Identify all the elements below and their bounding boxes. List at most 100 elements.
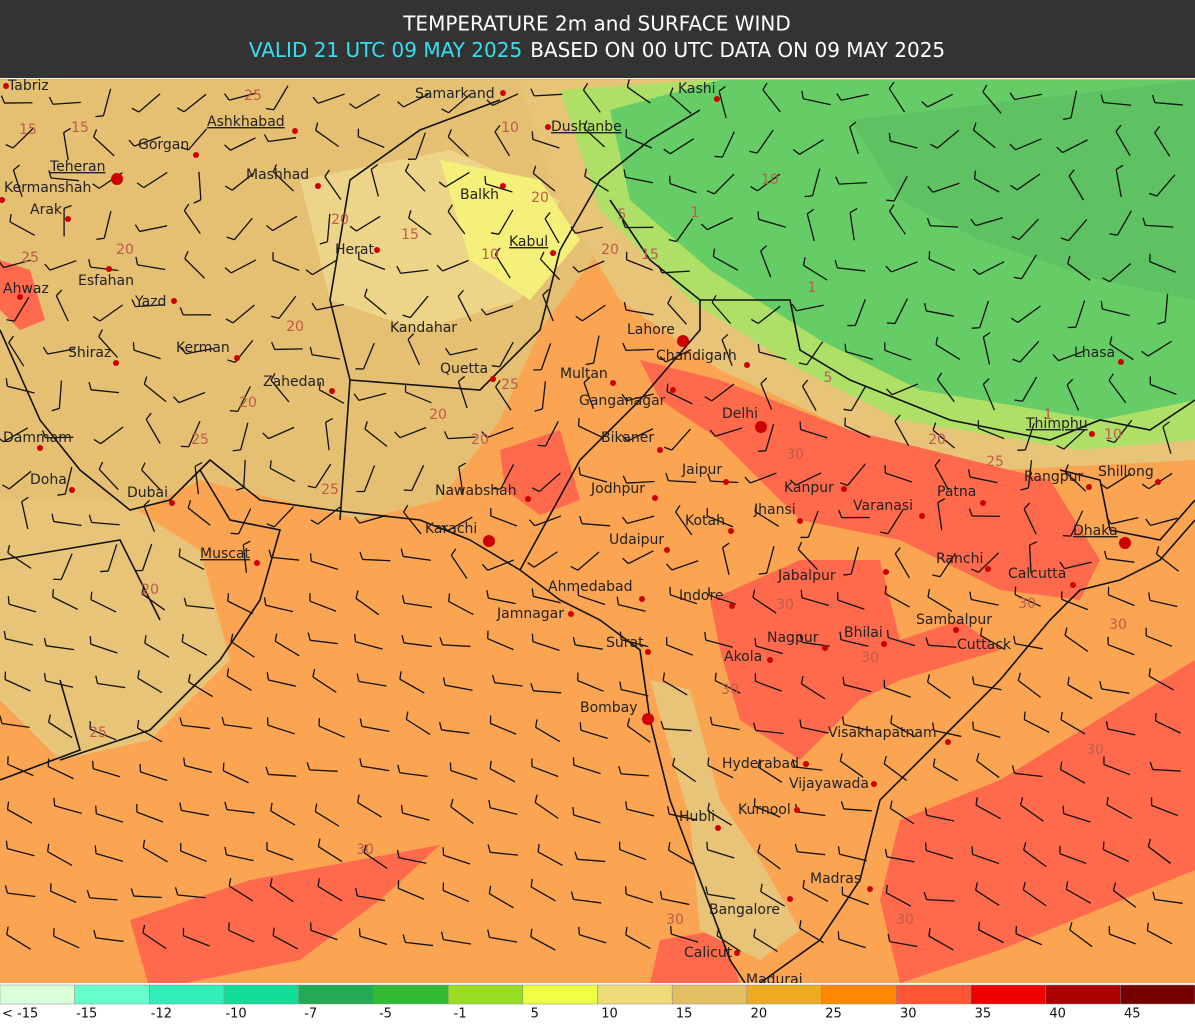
wind-barb [627, 428, 654, 442]
wind-barb [13, 296, 30, 322]
wind-barb [357, 801, 382, 818]
wind-barb [707, 849, 735, 859]
city-dot [871, 781, 877, 787]
wind-barb-tick [180, 146, 189, 151]
wind-barb [578, 425, 605, 439]
wind-barb-tick [802, 379, 809, 387]
city-dot [728, 528, 734, 534]
wind-barb-tick [749, 150, 758, 154]
wind-barb-tick [800, 589, 803, 598]
legend-label: 40 [1049, 1007, 1066, 1022]
wind-barb-tick [838, 509, 843, 518]
wind-barb-tick [1100, 300, 1103, 310]
wind-barb [936, 129, 960, 149]
wind-barb [706, 217, 733, 231]
wind-barb-tick [354, 516, 361, 524]
wind-barb [361, 765, 390, 772]
city-dot [664, 547, 670, 553]
wind-barb [1068, 219, 1088, 242]
wind-barb-tick [1155, 546, 1160, 555]
wind-barb-tick [753, 722, 757, 731]
wind-barb [450, 554, 468, 579]
city-dot [500, 90, 506, 96]
wind-barb-tick [242, 540, 251, 546]
wind-barb [143, 505, 156, 532]
wind-barb-tick [1112, 882, 1117, 891]
legend-swatch [447, 984, 524, 1005]
city-dot [65, 216, 71, 222]
wind-barb [626, 259, 653, 271]
wind-barb [447, 516, 473, 532]
wind-barb [449, 348, 478, 356]
wind-barb-tick [447, 129, 452, 138]
wind-barb-tick [1011, 765, 1016, 774]
wind-barb [841, 93, 869, 101]
wind-barb [581, 523, 610, 527]
wind-barb-tick [757, 759, 761, 768]
city-label: Calcutta [1008, 566, 1066, 582]
wind-barb [317, 845, 343, 863]
legend-label: -15 [76, 1007, 97, 1022]
wind-barb [533, 551, 558, 568]
wind-barb-tick [886, 199, 895, 202]
wind-barb [8, 342, 25, 367]
wind-barb [230, 641, 255, 658]
wind-barb [1059, 853, 1087, 865]
contour-label: 5 [618, 207, 627, 223]
temp-zone [0, 500, 230, 760]
wind-barb [182, 724, 211, 730]
wind-barb [890, 140, 918, 149]
wind-barb [357, 895, 386, 902]
wind-barb-tick [705, 886, 709, 895]
wind-barb [663, 728, 692, 732]
city-dot [545, 124, 551, 130]
wind-barb [625, 934, 651, 950]
wind-barb-tick [798, 920, 802, 929]
wind-barb-tick [440, 931, 444, 940]
wind-barb [358, 680, 387, 687]
city-dot [734, 950, 740, 956]
wind-barb-tick [1100, 483, 1108, 490]
wind-barb [309, 769, 338, 772]
wind-barb [847, 463, 867, 486]
wind-barb-tick [324, 169, 330, 177]
wind-barb-tick [271, 341, 276, 350]
wind-barb-tick [193, 199, 202, 204]
wind-barb-tick [621, 516, 628, 524]
city-dot [639, 596, 645, 602]
wind-barb [398, 887, 425, 900]
wind-barb-tick [1103, 550, 1108, 559]
wind-barb-tick [458, 462, 467, 468]
wind-barb [309, 600, 337, 612]
wind-barb [317, 93, 345, 104]
wind-barb-tick [527, 562, 535, 568]
wind-barb-tick [618, 766, 622, 775]
wind-barb-tick [579, 515, 583, 524]
wind-barb [487, 638, 514, 651]
wind-barb [538, 472, 561, 493]
wind-barb-tick [669, 87, 674, 96]
wind-barb [1109, 263, 1132, 283]
wind-barb [1023, 508, 1037, 535]
wind-barb-tick [265, 107, 274, 111]
legend-label: 35 [975, 1007, 992, 1022]
contour-label: 25 [321, 482, 339, 498]
wind-barb [272, 215, 298, 232]
wind-barb-tick [531, 588, 534, 597]
wind-barb-tick [884, 585, 887, 594]
wind-barb-tick [707, 757, 710, 766]
wind-barb [544, 218, 560, 244]
wind-barb [46, 645, 75, 651]
wind-barb-tick [801, 90, 804, 99]
wind-barb-tick [799, 634, 803, 643]
city-label: Multan [560, 366, 608, 382]
city-dot [254, 560, 260, 566]
wind-barb [1022, 889, 1047, 907]
wind-barb-tick [490, 232, 499, 235]
wind-barb [363, 852, 388, 870]
wind-barb-tick [921, 101, 929, 108]
city-dot [550, 250, 556, 256]
wind-barb [100, 426, 124, 445]
wind-barb-tick [886, 322, 896, 325]
wind-barb-tick [310, 519, 319, 525]
